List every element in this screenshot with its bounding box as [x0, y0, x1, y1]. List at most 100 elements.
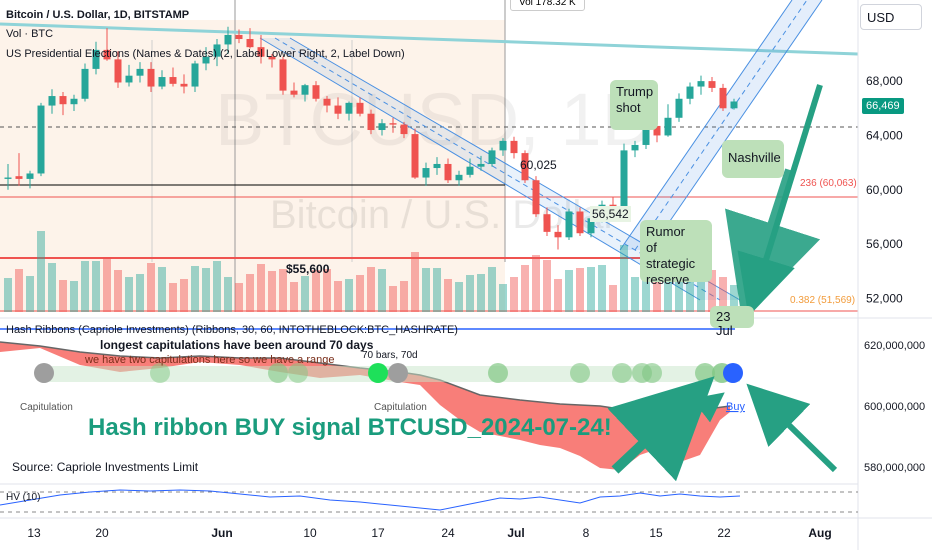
volume-bar — [488, 267, 496, 312]
volume-bar — [620, 245, 628, 312]
volume-bar — [521, 265, 529, 312]
capitulation-label-2: Capitulation — [374, 402, 427, 413]
candle — [70, 94, 78, 111]
volume-bar — [400, 281, 408, 312]
volume-bar — [686, 273, 694, 312]
time-tick-label: Jul — [507, 526, 524, 540]
volume-bar — [587, 267, 595, 312]
price-60025-label: 60,025 — [520, 158, 557, 172]
arrow-big-down — [725, 168, 821, 320]
time-axis: 13 20 Jun 10 17 24 Jul 8 15 22 Aug — [27, 526, 831, 540]
candle — [125, 64, 133, 87]
volume-bar — [411, 252, 419, 312]
candle — [433, 157, 441, 175]
signal-dot — [723, 363, 743, 383]
hv-line — [0, 489, 741, 511]
volume-bar — [697, 271, 705, 312]
volume-bar — [565, 270, 573, 312]
candle — [312, 81, 320, 102]
candle — [455, 170, 463, 186]
candle — [37, 102, 45, 177]
volume-bar — [92, 261, 100, 312]
volume-bar — [576, 268, 584, 312]
election-shade — [0, 20, 505, 312]
hash-ribbon-area — [0, 342, 730, 470]
note-line-2: we have two capitulations here so we hav… — [85, 354, 335, 366]
volume-bar — [180, 279, 188, 312]
price-56542-label: 56,542 — [590, 206, 631, 222]
time-tick-label: 10 — [303, 526, 317, 540]
candle — [664, 104, 672, 137]
volume-bar — [81, 261, 89, 312]
candle — [620, 143, 628, 209]
last-price-tag: 66,469 — [862, 98, 904, 114]
candle — [59, 91, 67, 116]
volume-bar — [598, 265, 606, 312]
volume-bar — [675, 272, 683, 312]
volume-bar — [554, 279, 562, 312]
volume-bar — [323, 269, 331, 312]
volume-bar — [719, 277, 727, 312]
volume-bar — [202, 268, 210, 312]
price-tick-label: 68,000 — [866, 74, 903, 88]
arrow-up-left — [607, 376, 715, 482]
candle — [576, 207, 584, 236]
volume-bar — [136, 274, 144, 312]
volume-bar — [389, 286, 397, 312]
capitulation-label-1: Capitulation — [20, 402, 73, 413]
candle — [532, 176, 540, 217]
signal-dot — [34, 363, 54, 383]
candle — [224, 26, 232, 54]
volume-bar — [268, 271, 276, 312]
candle — [356, 97, 364, 117]
volume-bar — [609, 285, 617, 312]
hash-tick-label: 600,000,000 — [864, 401, 925, 413]
candle — [301, 83, 309, 102]
date-23jul: 23 Jul — [710, 306, 754, 338]
volume-bar — [345, 279, 353, 312]
up-channel — [619, 0, 823, 251]
volume-bar — [301, 276, 309, 312]
candle — [114, 51, 122, 88]
candle — [290, 82, 298, 98]
volume-bar — [15, 269, 23, 312]
arrow-buy — [681, 392, 725, 427]
volume-bar — [466, 275, 474, 312]
volume-bar — [290, 282, 298, 312]
volume-bar — [312, 270, 320, 312]
symbol-title: Bitcoin / U.S. Dollar, 1D, BITSTAMP — [6, 9, 190, 21]
volume-bar — [664, 273, 672, 312]
signal-dot — [388, 363, 408, 383]
candle — [444, 158, 452, 183]
vol-tooltip: Vol 178.32 K — [510, 0, 585, 11]
teal-resistance-line — [0, 22, 859, 56]
volume-bar — [499, 284, 507, 312]
buy-label: Buy — [726, 401, 745, 413]
fib-382-label: 0.382 (51,569) — [790, 295, 856, 306]
candle — [235, 29, 243, 44]
volume-bar — [510, 277, 518, 312]
candle — [202, 47, 210, 71]
candle — [323, 96, 331, 113]
time-tick-label: Jun — [211, 526, 232, 540]
volume-bar — [444, 279, 452, 312]
volume-bar — [708, 270, 716, 312]
candle — [48, 89, 56, 114]
hash-ribbon-label: Hash Ribbons (Capriole Investments) (Rib… — [6, 324, 458, 336]
signal-dot — [488, 363, 508, 383]
time-tick-label: 15 — [649, 526, 663, 540]
candle — [565, 208, 573, 241]
volume-bar — [653, 265, 661, 312]
price-tick-label: 64,000 — [866, 128, 903, 142]
candle — [675, 93, 683, 122]
volume-bar — [70, 281, 78, 312]
source-label: Source: Capriole Investments Limit — [12, 460, 199, 474]
candle — [279, 56, 287, 95]
volume-bar — [422, 268, 430, 312]
volume-bar — [213, 261, 221, 312]
signal-dot — [368, 363, 388, 383]
time-tick-label: Aug — [808, 526, 831, 540]
note-line-1: longest capitulations have been around 7… — [100, 338, 374, 352]
currency-button[interactable]: USD — [860, 4, 922, 30]
volume-bar — [224, 277, 232, 312]
